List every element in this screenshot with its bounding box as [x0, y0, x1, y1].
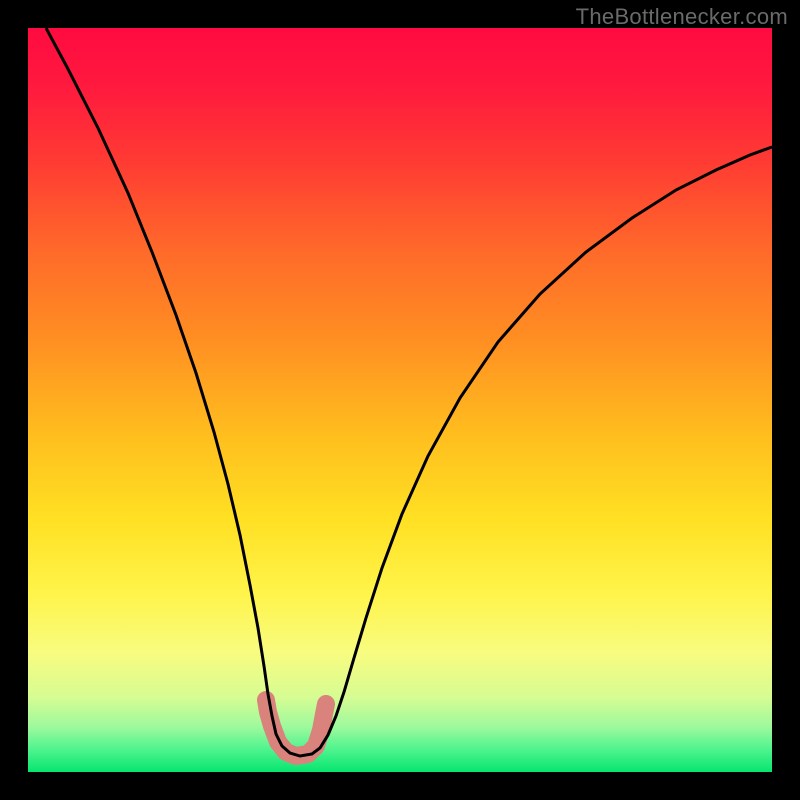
chart-svg	[0, 0, 800, 800]
plot-background	[28, 28, 772, 772]
figure-root: TheBottlenecker.com	[0, 0, 800, 800]
